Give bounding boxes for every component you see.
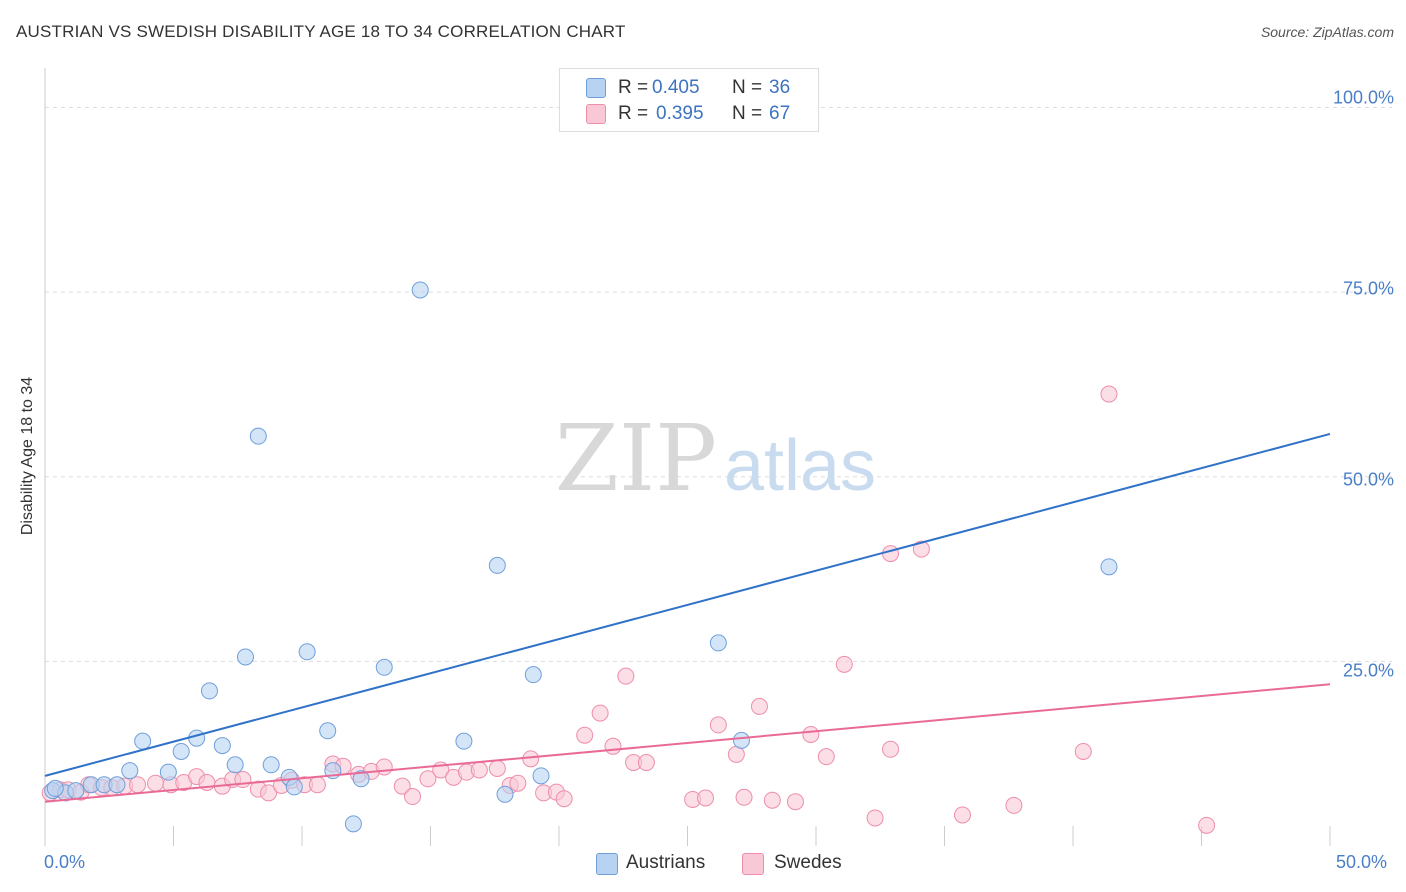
correlation-legend: R = 0.405 N = 36 R = 0.395 N = 67 (559, 68, 819, 132)
austrians-point (732, 731, 750, 749)
austrians-r-value: 0.405 (652, 77, 700, 98)
x-tick-label: 0.0% (44, 852, 86, 872)
austrians-point (709, 634, 727, 652)
source-label: Source: ZipAtlas.com (1260, 24, 1394, 40)
swedes-point (882, 545, 900, 563)
r-label: R = (618, 103, 649, 124)
austrians-point (285, 778, 303, 796)
swedes-point (750, 697, 768, 715)
y-tick-label: 75.0% (1342, 278, 1394, 299)
swedes-point (866, 809, 884, 827)
r-label: R = (618, 77, 649, 98)
austrians-trend-line (44, 432, 1331, 777)
austrians-point (455, 732, 473, 750)
austrians-n-value: 36 (769, 77, 791, 98)
austrians-point (200, 682, 218, 700)
swedes-n-value: 67 (769, 103, 791, 124)
austrians-point (496, 785, 514, 803)
swedes-point (802, 725, 820, 743)
swedes-point (147, 774, 165, 792)
n-label: N = (732, 103, 763, 124)
austrians-point (524, 666, 542, 684)
swedes-r-value: 0.395 (656, 103, 704, 124)
swedes-point (576, 726, 594, 744)
swedes-point (393, 777, 411, 795)
swedes-point (129, 776, 147, 794)
swedes-point (735, 788, 753, 806)
swedes-point (591, 704, 609, 722)
swedes-point (234, 771, 252, 789)
swedes-point (404, 788, 422, 806)
y-tick-label: 100.0% (1332, 87, 1394, 108)
swedes-point (260, 784, 278, 802)
austrians-point (188, 729, 206, 747)
austrians-point (352, 770, 370, 788)
austrians-point (375, 658, 393, 676)
austrians-legend-label: Austrians (626, 852, 706, 873)
austrians-point (532, 767, 550, 785)
swedes-point (763, 791, 781, 809)
swedes-point (637, 754, 655, 772)
swedes-point (882, 740, 900, 758)
austrians-point (319, 722, 337, 740)
austrians-point (134, 732, 152, 750)
austrians-point (344, 815, 362, 833)
chart-title: AUSTRIAN VS SWEDISH DISABILITY AGE 18 TO… (16, 22, 626, 41)
swedes-point (604, 737, 622, 755)
austrians-point (488, 556, 506, 574)
swedes-point (308, 776, 326, 794)
swedes-legend-swatch (742, 853, 764, 875)
austrians-swatch (586, 78, 606, 98)
austrians-point (249, 427, 267, 445)
swedes-point (1198, 816, 1216, 834)
swedes-point (912, 540, 930, 558)
y-tick-label: 50.0% (1342, 469, 1394, 490)
austrians-point (108, 776, 126, 794)
swedes-trend-line (44, 683, 1331, 803)
swedes-point (835, 655, 853, 673)
austrians-point (213, 737, 231, 755)
swedes-point (375, 758, 393, 776)
swedes-point (817, 748, 835, 766)
swedes-point (786, 793, 804, 811)
swedes-point (1074, 742, 1092, 760)
swedes-point (1005, 796, 1023, 814)
swedes-point (555, 790, 573, 808)
swedes-point (617, 667, 635, 685)
swedes-point (1100, 385, 1118, 403)
swedes-swatch (586, 104, 606, 124)
swedes-point (488, 759, 506, 777)
swedes-point (522, 750, 540, 768)
watermark-zip: ZIP (555, 405, 717, 512)
swedes-point (953, 806, 971, 824)
austrians-point (172, 742, 190, 760)
austrians-point (411, 281, 429, 299)
swedes-point (419, 770, 437, 788)
austrians-point (298, 643, 316, 661)
austrians-point (67, 782, 85, 800)
austrians-point (236, 648, 254, 666)
swedes-point (696, 789, 714, 807)
watermark-atlas: atlas (724, 426, 876, 506)
austrians-point (262, 756, 280, 774)
y-tick-label: 25.0% (1342, 660, 1394, 681)
austrians-point (46, 779, 64, 797)
swedes-point (709, 716, 727, 734)
n-label: N = (732, 77, 763, 98)
austrians-legend-swatch (596, 853, 618, 875)
austrians-point (121, 762, 139, 780)
swedes-point (470, 761, 488, 779)
swedes-point (509, 774, 527, 792)
swedes-legend-label: Swedes (774, 852, 842, 873)
x-tick-label: 50.0% (1336, 852, 1388, 872)
austrians-point (159, 763, 177, 781)
austrians-point (1100, 558, 1118, 576)
austrians-point (226, 756, 244, 774)
